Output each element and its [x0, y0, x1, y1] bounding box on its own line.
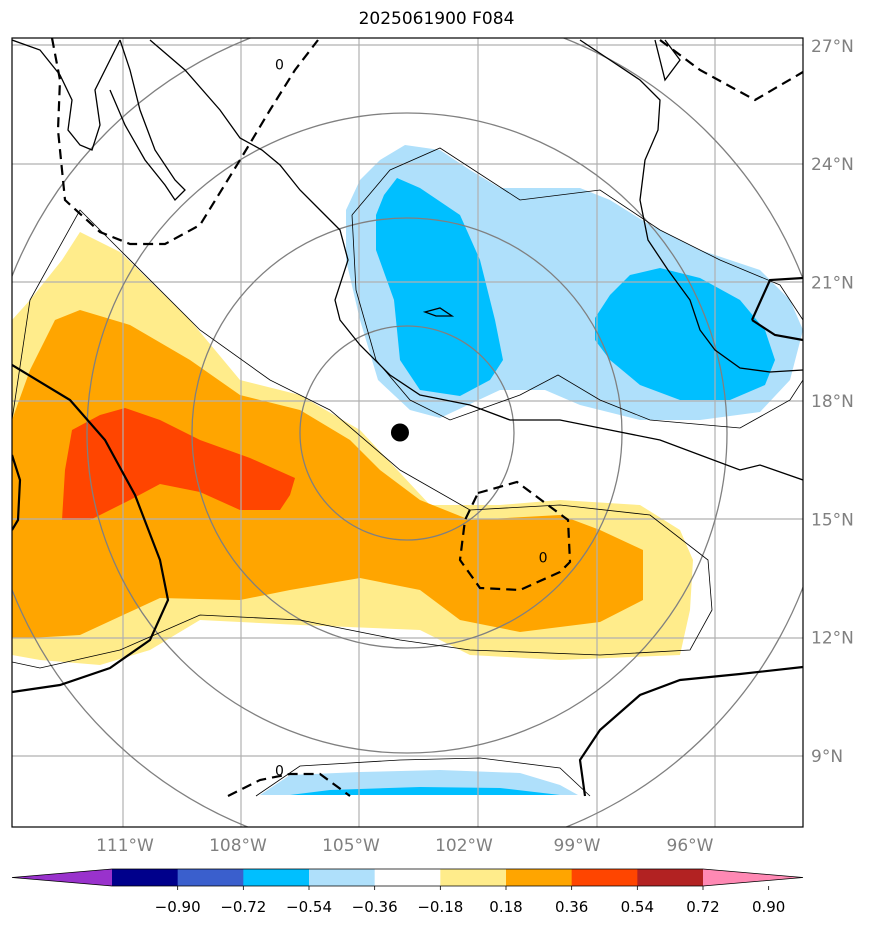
latitude-tick-label: 27°N [811, 37, 854, 57]
dashed-contours [50, 38, 803, 797]
colorbar-segment [571, 869, 638, 886]
map-title: 2025061900 F084 [358, 9, 515, 29]
shade-neg-0.36-0.54-east [595, 268, 775, 400]
colorbar-tick-label: 0.72 [686, 898, 719, 916]
latitude-tick-labels: 9°N 12°N 15°N 18°N 21°N 24°N 27°N [811, 37, 854, 767]
longitude-tick-label: 96°W [667, 836, 714, 856]
range-ring-3 [86, 112, 728, 754]
colorbar-tick-label: 0.18 [489, 898, 522, 916]
plot-frame [11, 37, 804, 828]
colorbar: −0.90 −0.72 −0.54 −0.36 −0.18 0.18 0.36 0.54 0.7… [11, 868, 804, 916]
contour-labels: 0 0 0 [275, 58, 548, 780]
colorbar-tick-label: −0.72 [220, 898, 266, 916]
colorbar-segment [243, 869, 310, 886]
colorbar-segment [374, 869, 441, 886]
colorbar-tick-label: −0.36 [352, 898, 398, 916]
colorbar-tick-label: 0.36 [555, 898, 588, 916]
gridlines [12, 38, 803, 827]
latitude-tick-label: 15°N [811, 510, 854, 530]
storm-center-marker [390, 423, 409, 442]
baja-peninsula [109, 39, 186, 202]
map-plot-area: 0 0 0 [12, 38, 803, 827]
latitude-tick-label: 12°N [811, 629, 854, 649]
zero-contours [12, 276, 803, 797]
range-rings [12, 38, 803, 827]
colorbar-outline [11, 868, 804, 887]
contour-label: 0 [275, 764, 284, 780]
colorbar-segment [177, 869, 244, 886]
colorbar-tick-label: −0.54 [286, 898, 332, 916]
longitude-tick-label: 111°W [96, 836, 154, 856]
colorbar-extend-low [12, 869, 112, 886]
longitude-tick-label: 105°W [322, 836, 380, 856]
gulf-coast [579, 39, 803, 373]
baja-coast [12, 39, 121, 151]
latitude-tick-label: 24°N [811, 155, 854, 175]
shade-neg-0.36-0.54-west [376, 178, 503, 396]
latitude-tick-label: 9°N [811, 747, 843, 767]
island-coast [422, 307, 455, 317]
longitude-tick-label: 99°W [554, 836, 601, 856]
colorbar-tick-label: 0.54 [621, 898, 654, 916]
contour-label: 0 [275, 58, 284, 74]
contour-label: 0 [539, 551, 548, 567]
shade-0.54-0.72 [62, 408, 295, 520]
thin-contours [12, 147, 803, 797]
range-ring-1 [299, 325, 515, 541]
colorbar-tick-label: −0.18 [417, 898, 463, 916]
positive-shading [12, 232, 693, 665]
colorbar-tick-label: 0.90 [752, 898, 785, 916]
latitude-tick-label: 21°N [811, 274, 854, 294]
shade-0.36-0.54 [12, 310, 643, 638]
colorbar-segment [112, 869, 179, 886]
colorbar-tick-label: −0.90 [155, 898, 201, 916]
baja-coast-inner [149, 39, 803, 481]
colorbar-extend-high [703, 869, 803, 886]
colorbar-segment [309, 869, 376, 886]
longitude-tick-labels: 111°W 108°W 105°W 102°W 99°W 96°W [96, 836, 714, 856]
colorbar-segment [637, 869, 704, 886]
shade-neg-south-dark [290, 787, 560, 795]
latitude-tick-label: 18°N [811, 392, 854, 412]
colorbar-segment [506, 869, 573, 886]
longitude-tick-label: 102°W [435, 836, 493, 856]
colorbar-segment [440, 869, 507, 886]
longitude-tick-label: 108°W [209, 836, 267, 856]
